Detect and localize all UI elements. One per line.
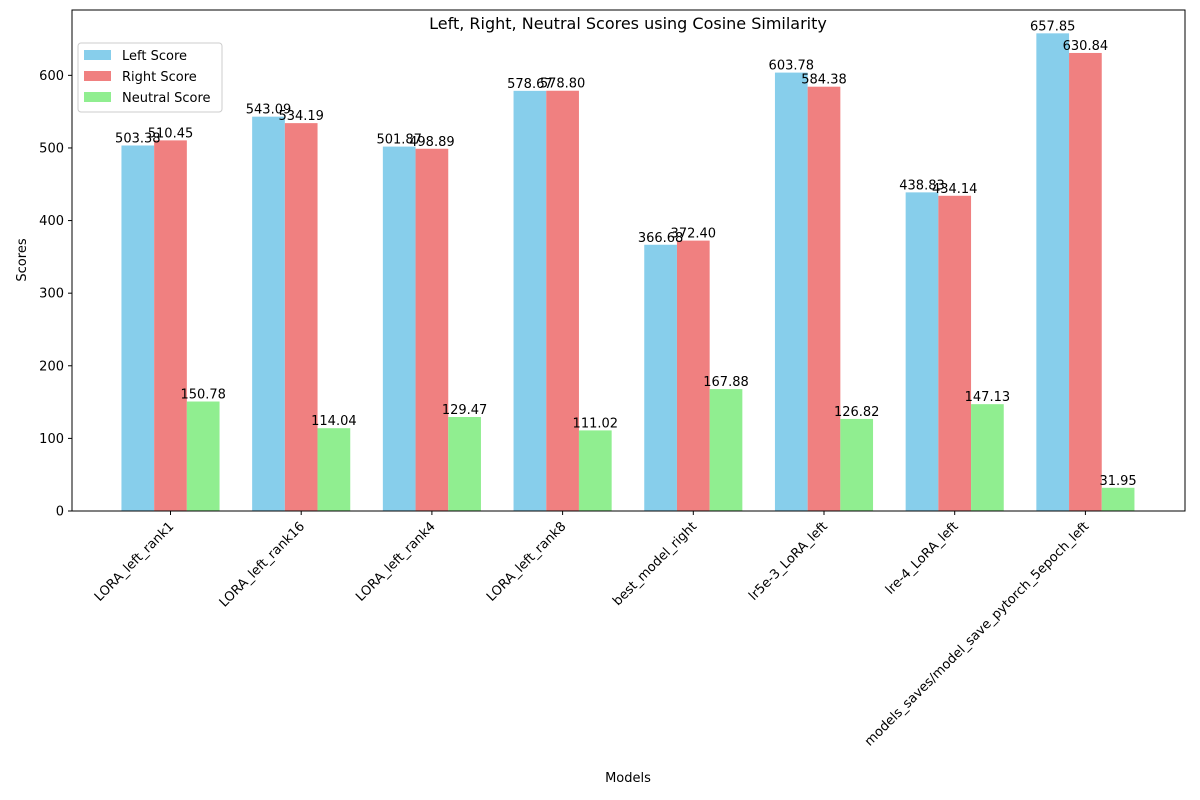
data-label-left-score-7: 438.83 bbox=[899, 178, 945, 193]
bar-left-score-3 bbox=[382, 146, 416, 511]
data-label-right-score-7: 434.14 bbox=[932, 182, 978, 197]
data-label-left-score-2: 543.09 bbox=[246, 103, 292, 118]
chart-title: Left, Right, Neutral Scores using Cosine… bbox=[429, 14, 827, 33]
data-label-left-score-5: 366.68 bbox=[638, 231, 684, 246]
bar-neutral-score-3 bbox=[448, 416, 481, 511]
bar-right-score-7 bbox=[938, 195, 972, 511]
legend-swatch-neutral-score bbox=[84, 92, 111, 102]
data-label-right-score-5: 372.40 bbox=[671, 227, 717, 242]
legend-label-right-score: Right Score bbox=[122, 70, 197, 85]
legend: Left Score Right Score Neutral Score bbox=[77, 42, 223, 113]
legend-box bbox=[77, 42, 223, 113]
y-tick-label: 200 bbox=[39, 359, 64, 374]
bar-neutral-score-2 bbox=[317, 428, 351, 511]
x-tick-label: lr5e-3_LoRA_left bbox=[746, 519, 831, 604]
data-label-right-score-3: 498.89 bbox=[409, 135, 455, 150]
bar-left-score-4 bbox=[513, 90, 547, 511]
data-label-neutral-score-6: 126.82 bbox=[834, 405, 880, 420]
data-label-right-score-8: 630.84 bbox=[1063, 39, 1109, 54]
bar-left-score-5 bbox=[644, 244, 677, 511]
y-tick-label: 600 bbox=[39, 69, 64, 84]
y-tick-label: 0 bbox=[56, 505, 64, 520]
bar-right-score-5 bbox=[676, 240, 710, 512]
bar-neutral-score-1 bbox=[186, 401, 220, 511]
bar-left-score-7 bbox=[905, 192, 939, 511]
data-label-neutral-score-8: 31.95 bbox=[1099, 474, 1136, 489]
data-label-neutral-score-2: 114.04 bbox=[311, 414, 357, 429]
y-tick-label: 100 bbox=[39, 432, 64, 447]
bar-neutral-score-8 bbox=[1101, 487, 1135, 511]
data-label-left-score-3: 501.87 bbox=[376, 133, 422, 148]
x-axis: LORA_left_rank1 LORA_left_rank16 LORA_left… bbox=[92, 511, 1092, 749]
data-label-right-score-4: 578.80 bbox=[540, 77, 586, 92]
legend-label-left-score: Left Score bbox=[122, 49, 187, 64]
bar-left-score-2 bbox=[252, 116, 285, 512]
y-tick-label: 400 bbox=[39, 214, 64, 229]
legend-swatch-left-score bbox=[84, 50, 111, 60]
y-tick-label: 300 bbox=[39, 287, 64, 302]
y-axis: 0 100 200 300 400 500 600 bbox=[39, 69, 72, 520]
data-label-neutral-score-3: 129.47 bbox=[442, 403, 488, 418]
x-tick-label: best_model_right bbox=[610, 519, 700, 609]
bars-layer bbox=[121, 33, 1135, 512]
bar-neutral-score-4 bbox=[578, 430, 612, 511]
data-label-right-score-2: 534.19 bbox=[278, 109, 324, 124]
data-label-right-score-1: 510.45 bbox=[148, 126, 194, 141]
bar-right-score-3 bbox=[415, 148, 449, 511]
data-label-neutral-score-4: 111.02 bbox=[573, 416, 619, 431]
plot-frame bbox=[71, 9, 1186, 512]
bar-right-score-8 bbox=[1069, 52, 1102, 512]
x-tick-label: models_saves/model_save_pytorch_5epoch_l… bbox=[862, 519, 1092, 749]
x-tick-label: LORA_left_rank8 bbox=[484, 519, 569, 604]
bar-right-score-2 bbox=[284, 123, 318, 511]
bar-left-score-1 bbox=[121, 145, 155, 511]
bar-right-score-1 bbox=[154, 140, 187, 511]
legend-swatch-right-score bbox=[84, 71, 111, 81]
bar-right-score-4 bbox=[546, 90, 579, 512]
bar-neutral-score-5 bbox=[709, 389, 743, 511]
bar-neutral-score-7 bbox=[971, 404, 1004, 511]
x-tick-label: LORA_left_rank16 bbox=[217, 519, 308, 610]
x-tick-label: LORA_left_rank1 bbox=[92, 519, 177, 604]
legend-label-neutral-score: Neutral Score bbox=[122, 91, 211, 106]
bar-left-score-8 bbox=[1036, 33, 1070, 512]
data-label-left-score-6: 603.78 bbox=[769, 59, 815, 74]
y-tick-label: 500 bbox=[39, 141, 64, 156]
data-label-neutral-score-1: 150.78 bbox=[180, 388, 226, 403]
x-axis-title: Models bbox=[605, 771, 651, 786]
bar-left-score-6 bbox=[774, 72, 808, 511]
data-label-left-score-4: 578.67 bbox=[507, 77, 553, 92]
bar-right-score-6 bbox=[807, 86, 841, 511]
data-label-neutral-score-7: 147.13 bbox=[965, 390, 1011, 405]
bar-neutral-score-6 bbox=[840, 418, 874, 511]
x-tick-label: lre-4_LoRA_left bbox=[883, 519, 962, 598]
y-axis-title: Scores bbox=[15, 238, 30, 281]
x-tick-label: LORA_left_rank4 bbox=[353, 519, 438, 604]
data-label-left-score-8: 657.85 bbox=[1030, 19, 1076, 34]
data-label-right-score-6: 584.38 bbox=[801, 73, 847, 88]
data-label-left-score-1: 503.38 bbox=[115, 132, 161, 147]
data-label-neutral-score-5: 167.88 bbox=[703, 375, 749, 390]
